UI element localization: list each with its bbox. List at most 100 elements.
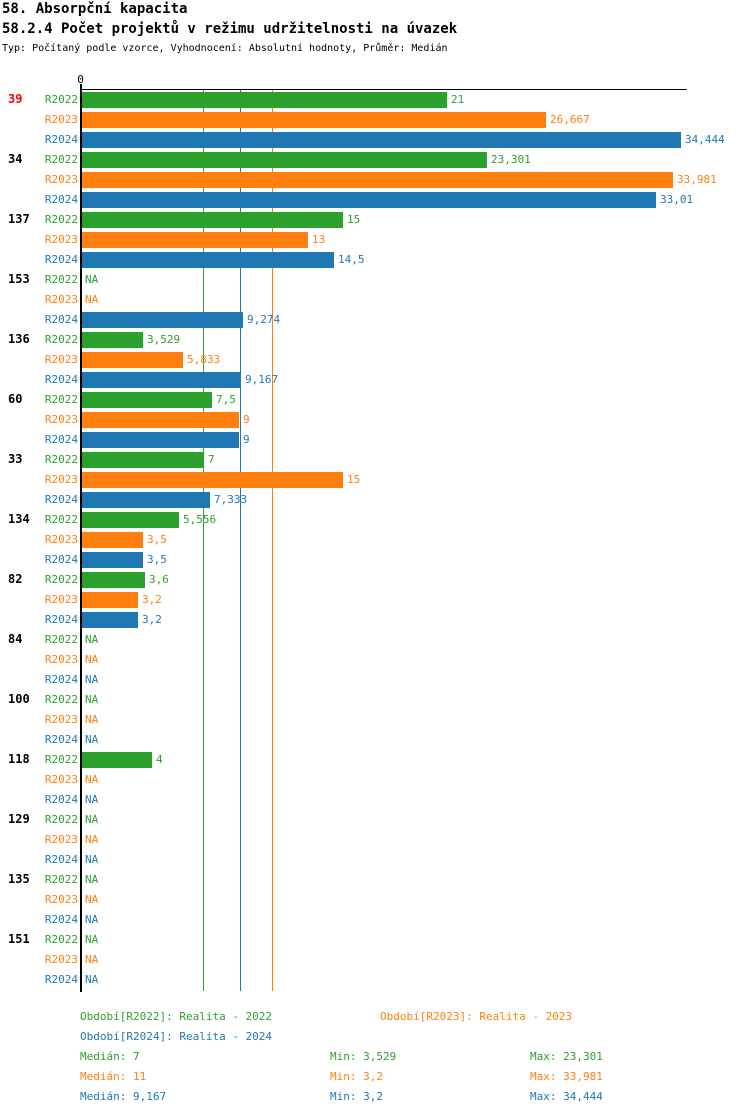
group-label: 34 (8, 152, 23, 166)
na-value-label: NA (85, 933, 99, 946)
bar (82, 252, 334, 268)
group-label: 82 (8, 572, 23, 586)
na-value-label: NA (85, 733, 99, 746)
group-label: 136 (8, 332, 30, 346)
series-label: R2024 (44, 913, 78, 926)
group-label: 100 (8, 692, 30, 706)
group-label: 153 (8, 272, 30, 286)
series-label: R2023 (44, 713, 78, 726)
series-label: R2023 (44, 953, 78, 966)
na-value-label: NA (85, 973, 99, 986)
bar-value-label: 9 (243, 413, 250, 426)
series-label: R2022 (44, 573, 78, 586)
group-label: 137 (8, 212, 30, 226)
group-label: 33 (8, 452, 23, 466)
bar-value-label: 3,5 (147, 553, 167, 566)
series-label: R2022 (44, 333, 78, 346)
bar-value-label: 33,981 (677, 173, 717, 186)
series-label: R2023 (44, 653, 78, 666)
bar (82, 172, 673, 188)
x-axis-zero-label: 0 (77, 73, 84, 86)
bar-value-label: 3,2 (142, 593, 162, 606)
series-label: R2024 (44, 433, 78, 446)
bar (82, 352, 183, 368)
series-label: R2023 (44, 893, 78, 906)
series-label: R2023 (44, 773, 78, 786)
series-label: R2024 (44, 373, 78, 386)
bar (82, 452, 204, 468)
series-label: R2022 (44, 633, 78, 646)
stat-median-r2024: Medián: 9,167 (80, 1090, 167, 1103)
na-value-label: NA (85, 913, 99, 926)
group-label: 60 (8, 392, 23, 406)
bar (82, 412, 239, 428)
bar-value-label: 34,444 (685, 133, 725, 146)
bar-value-label: 9,274 (247, 313, 281, 326)
stat-max-r2022: Max: 23,301 (530, 1050, 603, 1063)
report-title: 58. Absorpční kapacita (2, 1, 188, 17)
bar-value-label: 9 (243, 433, 250, 446)
na-value-label: NA (85, 793, 99, 806)
series-label: R2022 (44, 153, 78, 166)
bar-value-label: 3,529 (147, 333, 181, 346)
legend-entry-r2024: Období[R2024]: Realita - 2024 (80, 1030, 273, 1043)
bar (82, 472, 343, 488)
bar-value-label: 3,5 (147, 533, 167, 546)
bar (82, 372, 241, 388)
series-label: R2024 (44, 253, 78, 266)
stat-min-r2022: Min: 3,529 (330, 1050, 397, 1063)
bar (82, 312, 243, 328)
series-label: R2023 (44, 533, 78, 546)
bar (82, 492, 210, 508)
series-label: R2023 (44, 413, 78, 426)
series-label: R2022 (44, 513, 78, 526)
series-label: R2022 (44, 213, 78, 226)
series-label: R2024 (44, 853, 78, 866)
bar (82, 232, 308, 248)
median-line-r2023 (272, 90, 273, 991)
bar-value-label: 15 (347, 213, 361, 226)
bar (82, 612, 138, 628)
na-value-label: NA (85, 833, 99, 846)
bar-value-label: 26,667 (550, 113, 590, 126)
legend-entry-r2023: Období[R2023]: Realita - 2023 (380, 1010, 573, 1023)
series-label: R2024 (44, 613, 78, 626)
series-label: R2022 (44, 453, 78, 466)
series-label: R2022 (44, 693, 78, 706)
bar-value-label: 21 (451, 93, 465, 106)
bar (82, 432, 239, 448)
bar (82, 92, 447, 108)
stat-max-r2023: Max: 33,981 (530, 1070, 603, 1083)
bar-value-label: 4 (156, 753, 163, 766)
bar-value-label: 14,5 (338, 253, 365, 266)
series-label: R2023 (44, 833, 78, 846)
series-label: R2024 (44, 973, 78, 986)
bar-value-label: 3,2 (142, 613, 162, 626)
series-label: R2024 (44, 673, 78, 686)
bar-value-label: 7,5 (216, 393, 236, 406)
report-meta: Typ: Počítaný podle vzorce, Vyhodnocení:… (2, 43, 448, 54)
series-label: R2023 (44, 113, 78, 126)
series-label: R2024 (44, 793, 78, 806)
x-axis-line (80, 89, 687, 90)
series-label: R2022 (44, 873, 78, 886)
group-label: 134 (8, 512, 30, 526)
series-label: R2022 (44, 93, 78, 106)
bar (82, 552, 143, 568)
series-label: R2022 (44, 813, 78, 826)
bar-value-label: 5,833 (187, 353, 221, 366)
series-label: R2023 (44, 233, 78, 246)
na-value-label: NA (85, 773, 99, 786)
series-label: R2023 (44, 293, 78, 306)
series-label: R2024 (44, 193, 78, 206)
na-value-label: NA (85, 273, 99, 286)
bar-value-label: 7 (208, 453, 215, 466)
na-value-label: NA (85, 813, 99, 826)
series-label: R2024 (44, 313, 78, 326)
na-value-label: NA (85, 873, 99, 886)
bar-value-label: 9,167 (245, 373, 279, 386)
bar (82, 212, 343, 228)
group-label: 39 (8, 92, 23, 106)
na-value-label: NA (85, 853, 99, 866)
